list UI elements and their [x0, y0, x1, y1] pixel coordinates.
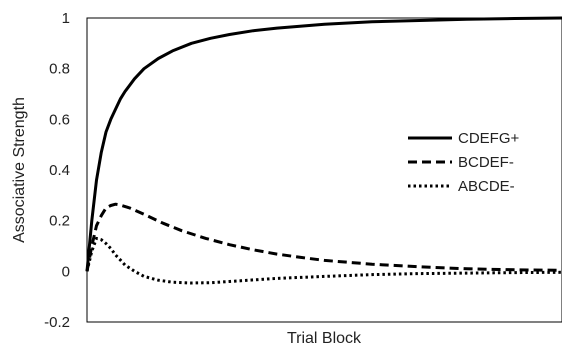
y-tick-label: 1 — [62, 10, 70, 27]
series-lines — [85, 16, 562, 285]
series-line-abcde- — [85, 236, 562, 285]
y-axis-tick-labels: -0.2 0 0.2 0.4 0.6 0.8 1 — [44, 10, 70, 331]
series-line-bcdef- — [85, 202, 562, 272]
legend-label: CDEFG+ — [458, 130, 520, 147]
y-tick-label: -0.2 — [44, 314, 70, 331]
y-tick-label: 0.4 — [49, 162, 70, 179]
y-axis-title: Associative Strength — [11, 97, 28, 243]
plot-area-frame — [86, 17, 562, 323]
series-line-cdefg- — [85, 16, 562, 272]
y-tick-label: 0.8 — [49, 61, 70, 78]
legend: CDEFG+ BCDEF- ABCDE- — [408, 130, 520, 195]
legend-label: BCDEF- — [458, 154, 514, 171]
legend-label: ABCDE- — [458, 178, 515, 195]
y-tick-label: 0 — [62, 263, 70, 280]
y-tick-label: 0.2 — [49, 213, 70, 230]
x-axis-title: Trial Block — [287, 330, 362, 347]
y-tick-label: 0.6 — [49, 111, 70, 128]
